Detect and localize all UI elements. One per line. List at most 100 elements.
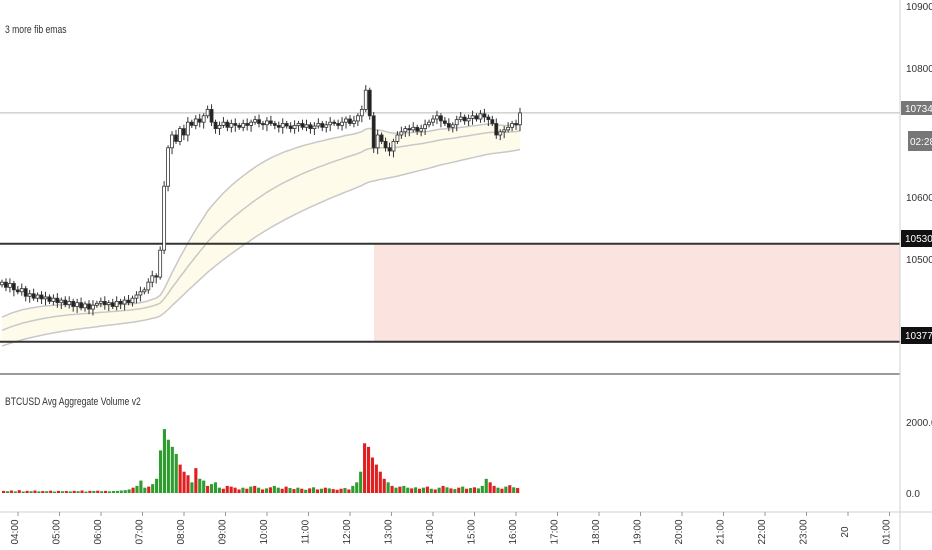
candle-body [502, 129, 507, 133]
candle-body [446, 123, 451, 128]
candle-body [91, 304, 95, 310]
time-tick-label: 06:00 [93, 519, 104, 544]
volume-bar [351, 485, 355, 493]
candle-body [355, 115, 360, 122]
time-axis[interactable]: 04:00 05:00 06:00 07:00 08:00 09:00 10:00 11:00… [10, 512, 893, 545]
candle-body [407, 128, 412, 131]
level-badge-bg [901, 327, 932, 344]
price-tick: 10900.0 [906, 2, 932, 13]
candle-body [348, 118, 352, 124]
candle-body [336, 123, 341, 126]
volume-bar [343, 488, 347, 493]
volume-indicator-label[interactable]: BTCUSD Avg Aggregate Volume v2 [5, 396, 141, 408]
candle-body [134, 294, 139, 299]
volume-bar [151, 484, 155, 493]
volume-bar [182, 471, 186, 493]
candle-body [154, 275, 159, 278]
volume-bar [378, 471, 382, 493]
price-axis[interactable]: 10900.0 10800.0 10600.0 10500.0 10734.5 … [901, 2, 932, 344]
volume-bar [56, 490, 61, 493]
ema-lower-line [1, 148, 521, 347]
candle-body [118, 300, 123, 305]
price-indicator-label[interactable]: 3 more fib emas [5, 24, 67, 36]
volume-bar [268, 487, 272, 493]
volume-bar [155, 478, 159, 493]
candles-group [0, 85, 522, 316]
volume-bar [202, 480, 206, 493]
candle-body [217, 125, 222, 130]
volume-bar [229, 486, 233, 493]
level-badge: 10377.0 [905, 331, 932, 342]
candle-body [87, 303, 91, 310]
volume-pane[interactable] [2, 429, 520, 493]
volume-bar [115, 490, 119, 493]
time-tick-label: 18:00 [591, 519, 602, 544]
volume-bar [17, 490, 21, 493]
volume-bar [484, 478, 488, 493]
volume-axis[interactable]: 2000.0 0.0 [906, 418, 932, 500]
candle-body [110, 302, 115, 307]
volume-bar [433, 489, 437, 493]
price-pane[interactable] [0, 85, 900, 347]
candle-body [43, 296, 48, 300]
candle-body [375, 134, 380, 149]
volume-bar [190, 482, 194, 493]
volume-bar [374, 464, 378, 493]
volume-bar [143, 487, 147, 493]
volume-bar [84, 491, 88, 493]
candle-body [328, 121, 333, 126]
time-tick-label: 10:00 [259, 519, 270, 544]
volume-bar [276, 487, 280, 493]
time-tick-label: 20:00 [674, 519, 685, 544]
volume-bar [425, 486, 429, 493]
volume-bar [476, 488, 480, 493]
volume-bar [410, 488, 414, 493]
ema-band-fill [2, 124, 520, 346]
volume-bar [288, 488, 292, 493]
candle-body [280, 123, 285, 128]
candle-body [71, 300, 76, 307]
volume-bar [29, 491, 33, 493]
candle-body [498, 131, 503, 136]
candle-body [490, 119, 495, 124]
volume-bar [323, 487, 327, 493]
candle-body [98, 300, 103, 304]
volume-bar [421, 487, 426, 493]
volume-bar [363, 443, 367, 493]
candle-body [474, 115, 479, 120]
price-tick: 10500.0 [906, 255, 932, 266]
candle-body [352, 120, 356, 124]
candle-body [403, 128, 408, 133]
candle-body [308, 124, 313, 130]
volume-bar [272, 485, 276, 493]
volume-bar [107, 491, 112, 493]
volume-bar [359, 471, 363, 493]
price-tick: 10600.0 [906, 193, 932, 204]
volume-bar [131, 487, 135, 493]
candle-body [482, 113, 487, 118]
ema-middle-line [1, 130, 521, 332]
candle-body [304, 124, 309, 128]
candle-body [197, 118, 202, 123]
volume-tick: 0.0 [906, 489, 920, 500]
volume-bar [492, 485, 496, 493]
volume-bar [437, 487, 441, 493]
volume-bar [429, 488, 433, 493]
candle-body [138, 291, 143, 296]
volume-bar [37, 491, 41, 493]
candle-body [494, 123, 499, 136]
candle-body [359, 109, 364, 117]
time-tick-label: 23:00 [799, 519, 810, 544]
volume-bar [366, 446, 371, 493]
candle-body [11, 283, 16, 291]
volume-bar [406, 487, 410, 493]
candle-body [142, 289, 147, 293]
candle-body [340, 121, 344, 126]
candle-body [450, 124, 455, 128]
volume-bar [508, 485, 512, 493]
candle-body [316, 123, 321, 127]
volume-bar [92, 491, 96, 493]
candle-body [383, 140, 388, 149]
candle-body [276, 125, 281, 128]
